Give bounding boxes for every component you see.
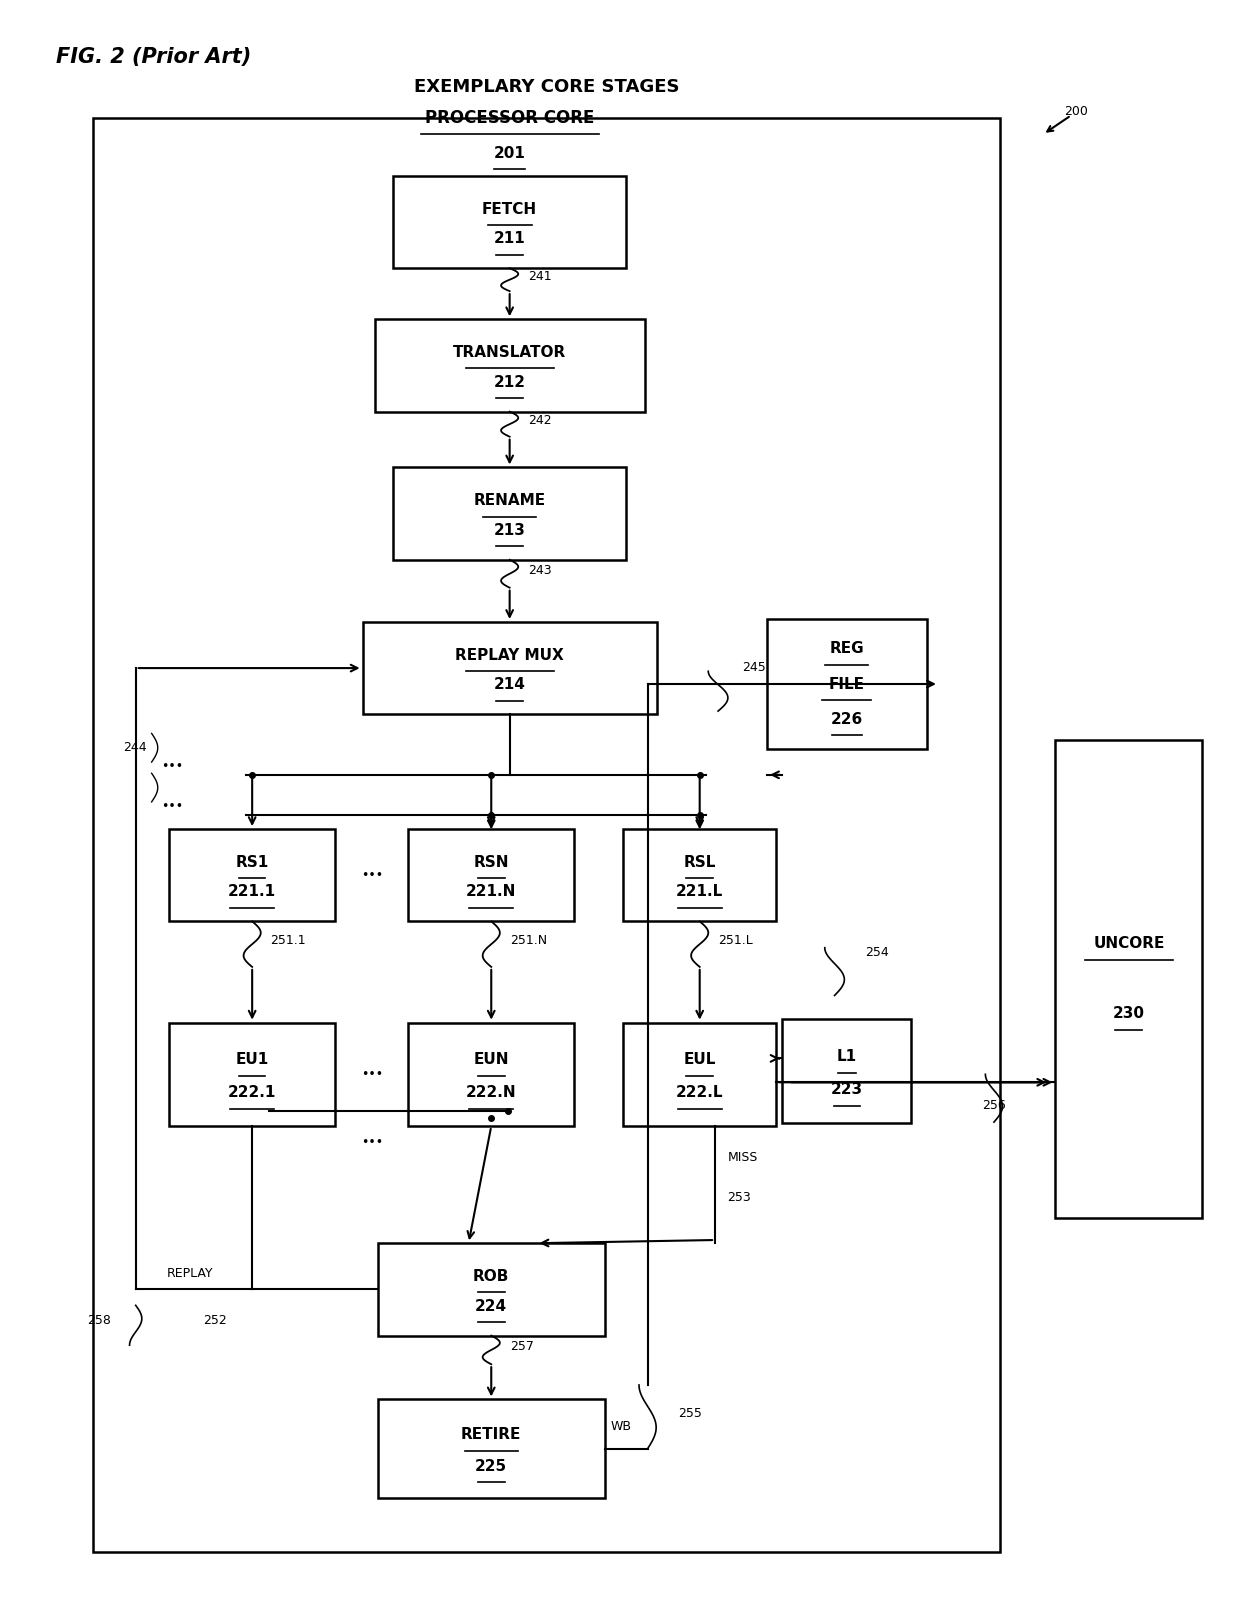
Text: FILE: FILE [828,677,864,691]
Text: EUN: EUN [474,1053,508,1067]
Bar [378,1400,605,1498]
Text: 211: 211 [494,231,526,246]
Bar [170,829,335,921]
Text: 200: 200 [1064,106,1087,119]
Text: 241: 241 [528,270,552,283]
Bar [393,468,626,559]
Text: ROB: ROB [474,1270,510,1284]
Text: MISS: MISS [728,1151,758,1163]
Text: UNCORE: UNCORE [1094,937,1164,951]
Text: 243: 243 [528,564,552,577]
Text: 214: 214 [494,677,526,693]
Text: 244: 244 [124,741,148,754]
Text: 222.L: 222.L [676,1085,723,1101]
Text: REPLAY MUX: REPLAY MUX [455,648,564,662]
Bar [782,1019,911,1123]
Text: RSL: RSL [683,855,715,869]
Text: 222.N: 222.N [466,1085,517,1101]
Text: REG: REG [830,641,864,657]
Text: •••: ••• [361,1136,383,1149]
Text: 253: 253 [728,1191,751,1204]
Text: 251.L: 251.L [718,934,753,947]
Bar [408,1022,574,1127]
Text: FIG. 2 (Prior Art): FIG. 2 (Prior Art) [56,47,252,67]
Text: TRANSLATOR: TRANSLATOR [453,346,567,360]
Text: 257: 257 [510,1340,533,1353]
Text: RENAME: RENAME [474,493,546,508]
Text: EU1: EU1 [236,1053,269,1067]
Text: L1: L1 [837,1049,857,1064]
Text: 245: 245 [743,660,766,675]
Text: 223: 223 [831,1082,863,1098]
Bar [378,1244,605,1335]
Text: WB: WB [611,1419,632,1432]
Bar [622,1022,776,1127]
Text: 225: 225 [475,1459,507,1474]
Text: RSN: RSN [474,855,508,869]
Text: 256: 256 [982,1099,1006,1112]
Text: EUL: EUL [683,1053,715,1067]
Bar [93,119,1001,1552]
Text: RS1: RS1 [236,855,269,869]
Text: FETCH: FETCH [482,201,537,217]
Bar [362,622,657,714]
Text: 222.1: 222.1 [228,1085,277,1101]
Text: 226: 226 [831,712,863,726]
Text: 221.L: 221.L [676,884,723,900]
Text: 254: 254 [866,945,889,959]
Bar [1055,739,1203,1218]
Text: 213: 213 [494,522,526,538]
Text: 230: 230 [1112,1006,1145,1022]
Text: 242: 242 [528,415,552,427]
Text: 212: 212 [494,374,526,389]
Text: RETIRE: RETIRE [461,1427,522,1443]
Bar [408,829,574,921]
Text: •••: ••• [361,1067,383,1082]
Text: •••: ••• [161,760,184,773]
Text: 251.1: 251.1 [270,934,306,947]
Text: 258: 258 [87,1315,110,1327]
Text: EXEMPLARY CORE STAGES: EXEMPLARY CORE STAGES [414,77,680,95]
Bar [622,829,776,921]
Text: •••: ••• [161,800,184,813]
Bar [393,175,626,268]
Text: 252: 252 [203,1315,227,1327]
Text: •••: ••• [361,869,383,882]
Text: REPLAY: REPLAY [166,1266,213,1279]
Text: 224: 224 [475,1298,507,1313]
Bar [170,1022,335,1127]
Text: 221.N: 221.N [466,884,516,900]
Bar [768,619,926,749]
Text: 251.N: 251.N [510,934,547,947]
Text: 221.1: 221.1 [228,884,277,900]
Text: PROCESSOR CORE: PROCESSOR CORE [425,109,594,127]
Text: 255: 255 [678,1406,702,1421]
Text: 201: 201 [494,146,526,161]
Bar [374,320,645,411]
